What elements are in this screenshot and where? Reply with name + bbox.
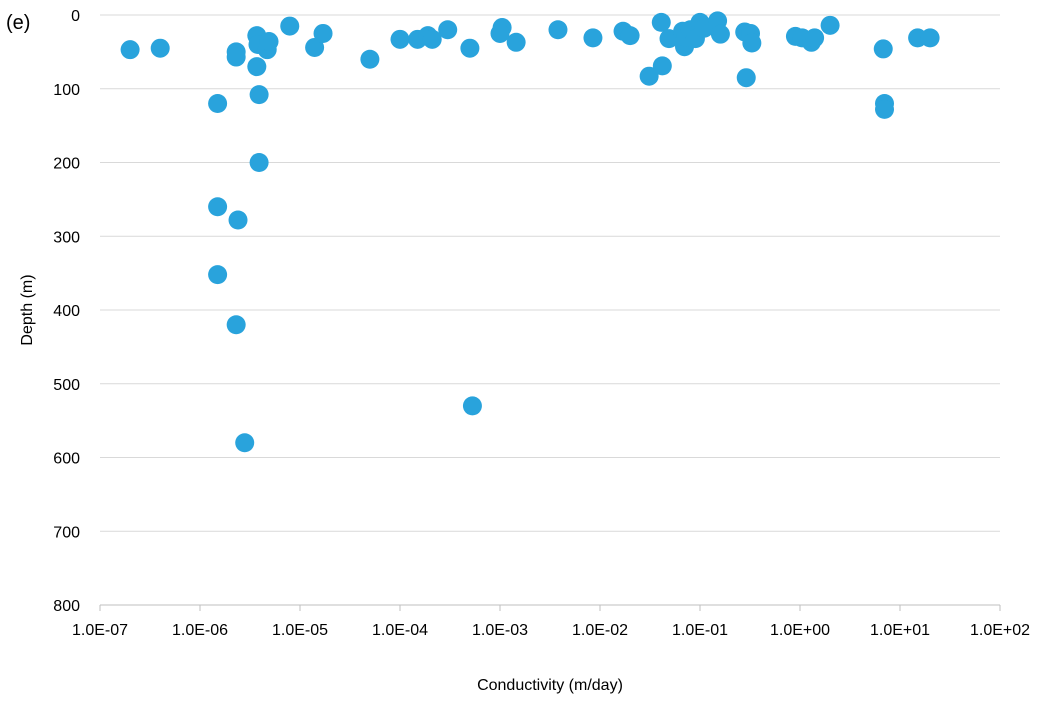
data-point — [651, 12, 671, 32]
data-point — [438, 20, 458, 40]
x-tick-label: 1.0E-06 — [172, 622, 228, 639]
data-point — [313, 23, 333, 43]
x-tick-label: 1.0E-05 — [272, 622, 328, 639]
x-tick-label: 1.0E+01 — [870, 622, 930, 639]
y-tick-label: 400 — [53, 303, 80, 320]
data-point — [490, 23, 510, 43]
data-point — [736, 68, 756, 88]
data-point — [620, 26, 640, 46]
data-point — [873, 39, 893, 59]
y-tick-label: 100 — [53, 82, 80, 99]
y-axis-title: Depth (m) — [19, 274, 36, 345]
data-points — [120, 11, 940, 453]
data-point — [208, 94, 228, 113]
data-point — [305, 37, 325, 57]
x-tick-label: 1.0E-02 — [572, 622, 628, 639]
x-tick-label: 1.0E-01 — [672, 622, 728, 639]
data-point — [280, 16, 300, 36]
gridlines — [100, 14, 1000, 532]
x-tick-label: 1.0E-07 — [72, 622, 128, 639]
data-point — [583, 28, 603, 48]
data-point — [249, 85, 269, 105]
data-point — [820, 15, 840, 35]
data-point — [805, 28, 825, 48]
data-point — [226, 47, 246, 67]
data-point — [506, 32, 526, 52]
data-point — [247, 57, 267, 77]
y-tick-label: 500 — [53, 377, 80, 394]
data-point — [228, 210, 248, 230]
x-tick-label: 1.0E+02 — [970, 622, 1030, 639]
y-tick-label: 300 — [53, 229, 80, 246]
data-point — [259, 32, 279, 52]
data-point — [226, 315, 246, 335]
x-tick-labels: 1.0E-07 1.0E-06 1.0E-05 1.0E-04 1.0E-03 1.0E-… — [72, 622, 1030, 639]
data-point — [652, 56, 672, 76]
x-tick-label: 1.0E+00 — [770, 622, 830, 639]
data-point — [150, 38, 170, 58]
data-point — [710, 24, 730, 44]
data-point — [390, 29, 410, 49]
y-tick-label: 0 — [71, 8, 80, 25]
data-point — [249, 153, 269, 172]
data-point — [548, 20, 568, 40]
data-point — [920, 28, 940, 48]
panel-label: (e) — [6, 12, 31, 34]
data-point — [208, 197, 228, 217]
data-point — [460, 38, 480, 58]
y-tick-label: 600 — [53, 451, 80, 468]
data-point — [360, 49, 380, 69]
x-axis-title: Conductivity (m/day) — [477, 677, 623, 694]
data-point — [120, 40, 140, 60]
data-point — [235, 433, 255, 453]
data-point — [462, 396, 482, 416]
y-tick-labels: 0 100 200 300 400 500 600 700 800 — [53, 8, 80, 615]
x-tick-label: 1.0E-03 — [472, 622, 528, 639]
data-point — [639, 66, 659, 86]
y-tick-label: 800 — [53, 598, 80, 615]
y-tick-label: 200 — [53, 156, 80, 173]
y-tick-label: 700 — [53, 524, 80, 541]
data-point — [208, 265, 228, 285]
data-point — [742, 33, 762, 53]
data-point — [422, 29, 442, 49]
data-point — [875, 99, 895, 119]
x-tick-label: 1.0E-04 — [372, 622, 428, 639]
axes — [99, 604, 1001, 611]
